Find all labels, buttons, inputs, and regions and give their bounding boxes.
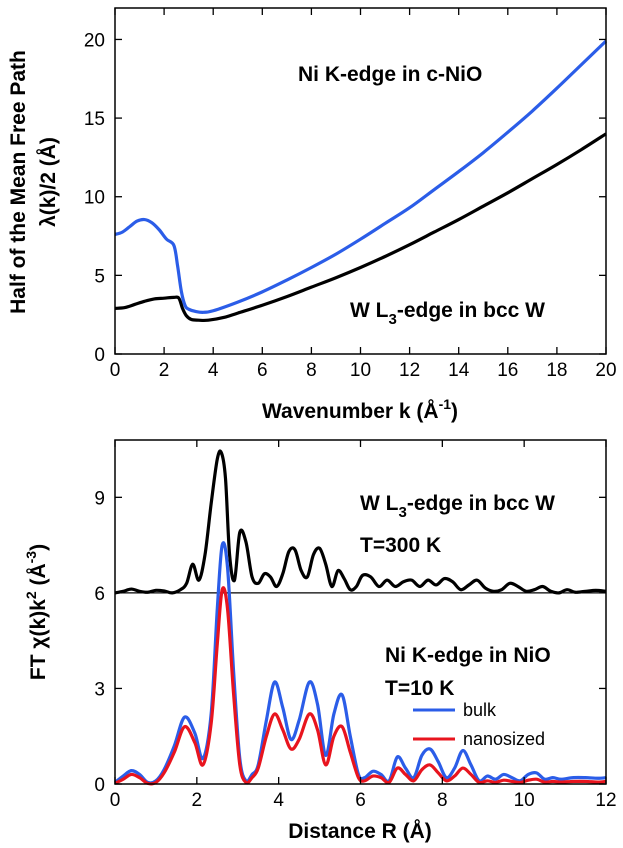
bottom-x-tick-label: 10 [514,790,535,811]
bottom-x-tick-label: 2 [192,790,203,811]
top-y-tick-label: 0 [94,345,105,366]
bottom-series-w-l3-edge-in-bcc-w-t-300-k [114,449,607,595]
legend-label-bulk: bulk [463,700,497,720]
bottom-x-tick-label: 0 [110,790,121,811]
bottom-annotation-300k: T=300 K [360,534,441,557]
top-y-axis-label-line2: λ(k)/2 (Å) [36,137,60,227]
legend: bulk nanosized [413,700,545,749]
top-x-axis-label: Wavenumber k (Å-1) [262,396,458,423]
top-x-tick-label: 6 [257,360,268,381]
bottom-annotation-w: W L3-edge in bcc W [360,492,555,521]
bottom-annotation-nio: Ni K-edge in NiO [385,644,551,667]
bottom-x-axis-label: Distance R (Å) [288,819,432,843]
top-y-axis-label-line1: Half of the Mean Free Path [7,50,30,314]
bottom-y-axis-label: FT χ(k)k2 (Å-3) [23,544,50,680]
bottom-x-tick-label: 8 [437,790,448,811]
top-y-tick-label: 10 [84,188,105,209]
top-x-tick-label: 14 [448,360,470,381]
top-panel: 0 2 4 6 8 10 12 14 16 18 20 0 5 10 15 20 Ni K-edge in c… [7,7,617,423]
top-x-tick-label: 0 [110,360,121,381]
top-x-tick-label: 16 [497,360,518,381]
top-x-tick-label: 8 [306,360,317,381]
bottom-series-nanosized [114,586,607,786]
bottom-annotation-10k: T=10 K [385,677,454,700]
bottom-panel: 0 2 4 6 8 10 12 0 3 6 9 W L3-edge in bcc W T=300 K… [23,439,617,843]
top-x-tick-label: 18 [546,360,567,381]
top-x-tick-label: 20 [595,360,616,381]
bottom-series-bulk [114,541,607,785]
bottom-y-tick-label: 6 [94,584,105,605]
bottom-y-tick-label: 0 [94,775,105,796]
top-x-tick-label: 12 [399,360,420,381]
bottom-y-tick-label: 9 [94,488,105,509]
top-y-tick-label: 20 [84,30,105,51]
bottom-x-tick-label: 12 [595,790,616,811]
top-annotation-w: W L3-edge in bcc W [350,299,545,328]
bottom-y-tick-label: 3 [94,679,105,700]
legend-label-nanosized: nanosized [463,729,545,749]
bottom-x-tick-label: 4 [273,790,284,811]
top-series-w-l3-edge-in-bcc-w [114,132,607,323]
top-x-tick-label: 2 [159,360,170,381]
top-y-tick-label: 15 [84,109,105,130]
top-x-tick-label: 4 [208,360,219,381]
top-x-tick-label: 10 [350,360,371,381]
top-series-ni-k-edge-in-c-nio [114,39,608,314]
bottom-x-tick-label: 6 [355,790,366,811]
top-y-tick-label: 5 [94,266,105,287]
top-annotation-nio: Ni K-edge in c-NiO [298,63,482,86]
